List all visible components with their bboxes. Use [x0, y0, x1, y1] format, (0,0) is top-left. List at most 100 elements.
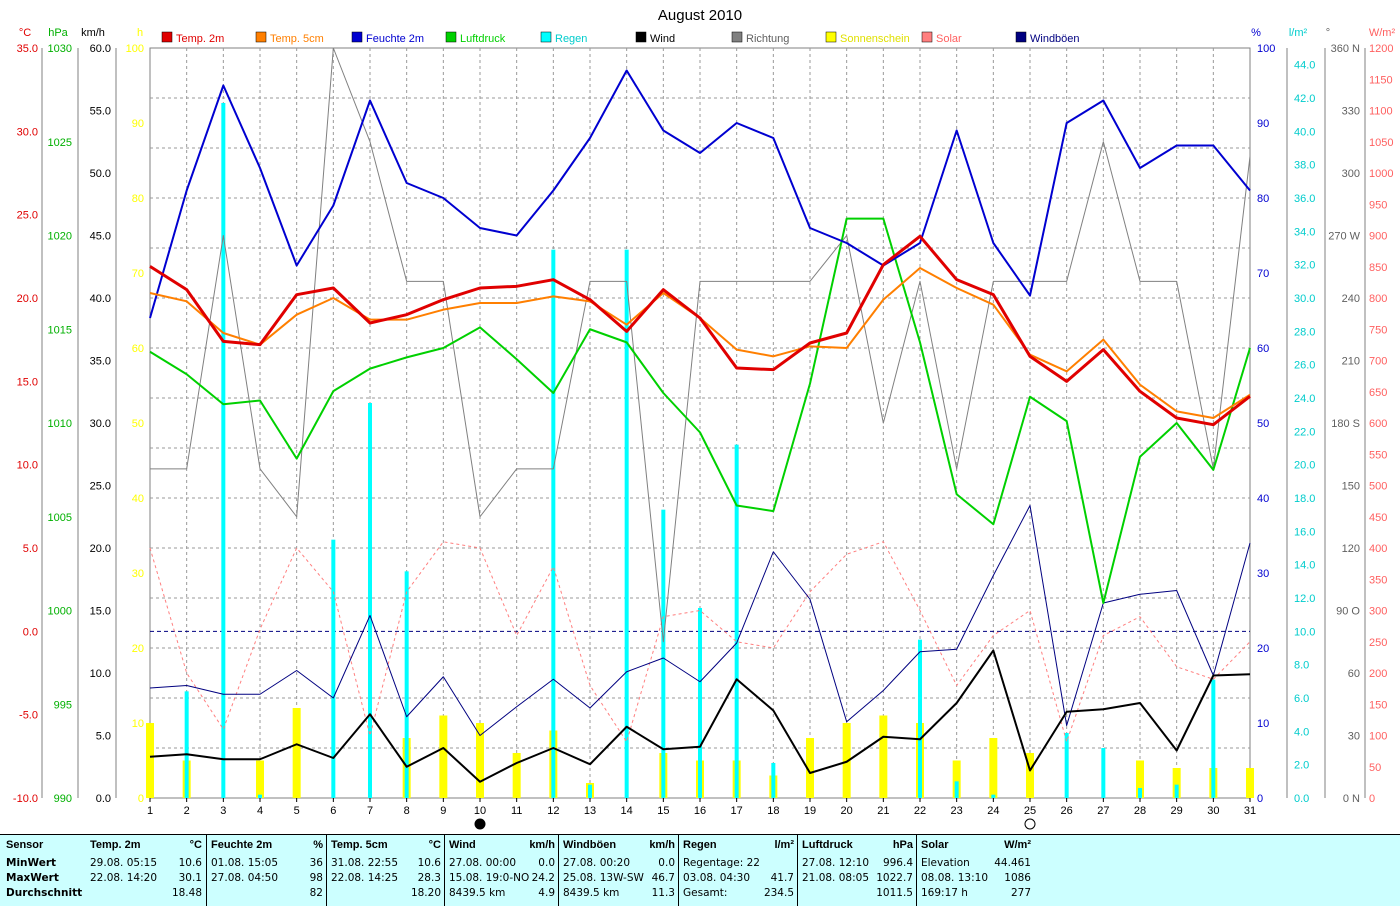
rain-axis-tick-label: 42.0	[1294, 93, 1315, 105]
stats-cell-time: 27.08. 00:00	[449, 857, 516, 869]
solar-axis-tick-label: 1100	[1369, 106, 1393, 118]
legend-swatch-luftdruck	[445, 31, 457, 43]
axis-unit-temp: °C	[19, 27, 31, 39]
direction-axis-tick-label: 270 W	[1328, 231, 1360, 243]
x-tick-label: 18	[767, 805, 779, 817]
x-tick-label: 16	[694, 805, 706, 817]
humidity-axis-tick-label: 100	[1257, 43, 1275, 55]
legend-label-luftdruck: Luftdruck	[460, 33, 506, 45]
stats-cell-value: 10.6	[178, 857, 202, 869]
axis-unit-rain: l/m²	[1289, 27, 1308, 39]
direction-axis-tick-label: 30	[1348, 731, 1360, 743]
pressure-axis-tick-label: 1000	[48, 606, 72, 618]
rain-bar	[1174, 784, 1179, 798]
direction-axis-tick-label: 360 N	[1331, 43, 1360, 55]
x-tick-label: 19	[804, 805, 816, 817]
wind-axis-tick-label: 10.0	[90, 668, 111, 680]
pressure-axis-tick-label: 1005	[48, 512, 72, 524]
axis-unit-sun: h	[137, 27, 143, 39]
stats-section-8: Solar W/m² Elevation 44.461 08.08. 13:10 1086…	[916, 835, 1035, 906]
temp-axis-tick-label: -10.0	[13, 793, 38, 805]
pressure-axis-tick-label: 1020	[48, 231, 72, 243]
solar-axis-tick-label: 600	[1369, 418, 1387, 430]
stats-section-unit: km/h	[529, 839, 555, 851]
sunshine-bar	[806, 738, 814, 798]
stats-cell-value: 28.3	[417, 872, 441, 884]
sun-axis-tick-label: 50	[132, 418, 144, 430]
x-tick-label: 10	[474, 805, 486, 817]
stats-cell-value: 1011.5	[876, 887, 913, 899]
rain-axis-tick-label: 34.0	[1294, 226, 1315, 238]
stats-cell-value: 18.48	[171, 887, 202, 899]
series-line-solar	[149, 541, 1251, 743]
axis-unit-wind: km/h	[81, 27, 105, 39]
stats-section-6: Regen l/m² Regentage: 22 03.08. 04:30 41.7 Ge…	[678, 835, 798, 906]
stats-section-5: Windböen km/h 27.08. 00:20 0.0 25.08. 13W-SW…	[558, 835, 679, 906]
rain-axis-tick-label: 2.0	[1294, 760, 1309, 772]
wind-axis-tick-label: 60.0	[90, 43, 111, 55]
rain-axis-tick-label: 26.0	[1294, 360, 1315, 372]
pressure-axis-tick-label: 990	[54, 793, 72, 805]
rain-bar	[661, 509, 666, 798]
sun-axis-tick-label: 10	[132, 718, 144, 730]
wind-axis-tick-label: 55.0	[90, 106, 111, 118]
stats-cell-value: 0.0	[658, 857, 675, 869]
axis-unit-direction: °	[1326, 27, 1330, 39]
humidity-axis-tick-label: 10	[1257, 718, 1269, 730]
stats-cell-time: 8439.5 km	[563, 887, 620, 899]
solar-axis-tick-label: 250	[1369, 637, 1387, 649]
solar-axis-tick-label: 50	[1369, 762, 1381, 774]
direction-axis-tick-label: 300	[1342, 168, 1360, 180]
x-tick-label: 5	[294, 805, 300, 817]
stats-cell-value: 41.7	[770, 872, 794, 884]
temp-axis-tick-label: 0.0	[23, 626, 38, 638]
solar-axis-tick-label: 750	[1369, 324, 1387, 336]
wind-axis-tick-label: 35.0	[90, 356, 111, 368]
rain-axis-tick-label: 16.0	[1294, 526, 1315, 538]
stats-section-1: Temp. 2m °C 29.08. 05:15 10.6 22.08. 14:20 30…	[86, 835, 206, 906]
weather-chart: 1 2 3 4 5 6 7 8 9 10 11 12 13 14 15 16 17 18 19 20 21 22 23 24 2…	[13, 7, 1395, 830]
rain-bar	[551, 249, 556, 798]
sunshine-bar	[292, 708, 301, 798]
rain-axis-tick-label: 24.0	[1294, 393, 1315, 405]
sunshine-bar	[1246, 768, 1254, 798]
humidity-axis-tick-label: 60	[1257, 343, 1269, 355]
legend-label-richtung: Richtung	[746, 33, 789, 45]
sunshine-bar	[952, 760, 961, 798]
rain-bar	[258, 794, 262, 798]
rain-axis-tick-label: 28.0	[1294, 326, 1315, 338]
x-tick-label: 24	[987, 805, 999, 817]
stats-section-title: Temp. 2m	[90, 839, 141, 851]
rain-bar	[221, 103, 226, 798]
x-tick-label: 4	[257, 805, 263, 817]
sun-axis-tick-label: 90	[132, 118, 144, 130]
stats-cell-value: 0.0	[538, 857, 555, 869]
solar-axis-tick-label: 0	[1369, 793, 1375, 805]
stats-section-title: Windböen	[563, 839, 617, 851]
direction-axis-tick-label: 120	[1342, 543, 1360, 555]
legend-label-feuchte: Feuchte 2m	[366, 33, 424, 45]
legend-swatch-temp5cm	[255, 31, 267, 43]
legend-swatch-regen	[540, 31, 552, 43]
x-tick-label: 3	[220, 805, 226, 817]
wind-axis-tick-label: 25.0	[90, 481, 111, 493]
wind-axis-tick-label: 30.0	[90, 418, 111, 430]
sun-axis-tick-label: 20	[132, 643, 144, 655]
direction-axis-tick-label: 240	[1342, 293, 1360, 305]
x-tick-label: 12	[547, 805, 559, 817]
solar-axis-tick-label: 950	[1369, 199, 1387, 211]
humidity-axis-tick-label: 70	[1257, 268, 1269, 280]
sunshine-bar	[476, 723, 484, 798]
stats-cell-value: 1022.7	[876, 872, 913, 884]
stats-section-3: Temp. 5cm °C 31.08. 22:55 10.6 22.08. 14:25 2…	[326, 835, 445, 906]
x-tick-label: 2	[184, 805, 190, 817]
series-line-windboeen	[149, 505, 1251, 736]
direction-axis-tick-label: 150	[1342, 481, 1360, 493]
x-tick-label: 27	[1097, 805, 1109, 817]
humidity-axis-tick-label: 40	[1257, 493, 1269, 505]
rain-bar	[1211, 679, 1216, 798]
temp-axis-tick-label: 35.0	[17, 43, 38, 55]
axis-unit-pressure: hPa	[48, 27, 68, 39]
direction-axis-tick-label: 90 O	[1336, 606, 1360, 618]
pressure-axis-tick-label: 995	[54, 699, 72, 711]
